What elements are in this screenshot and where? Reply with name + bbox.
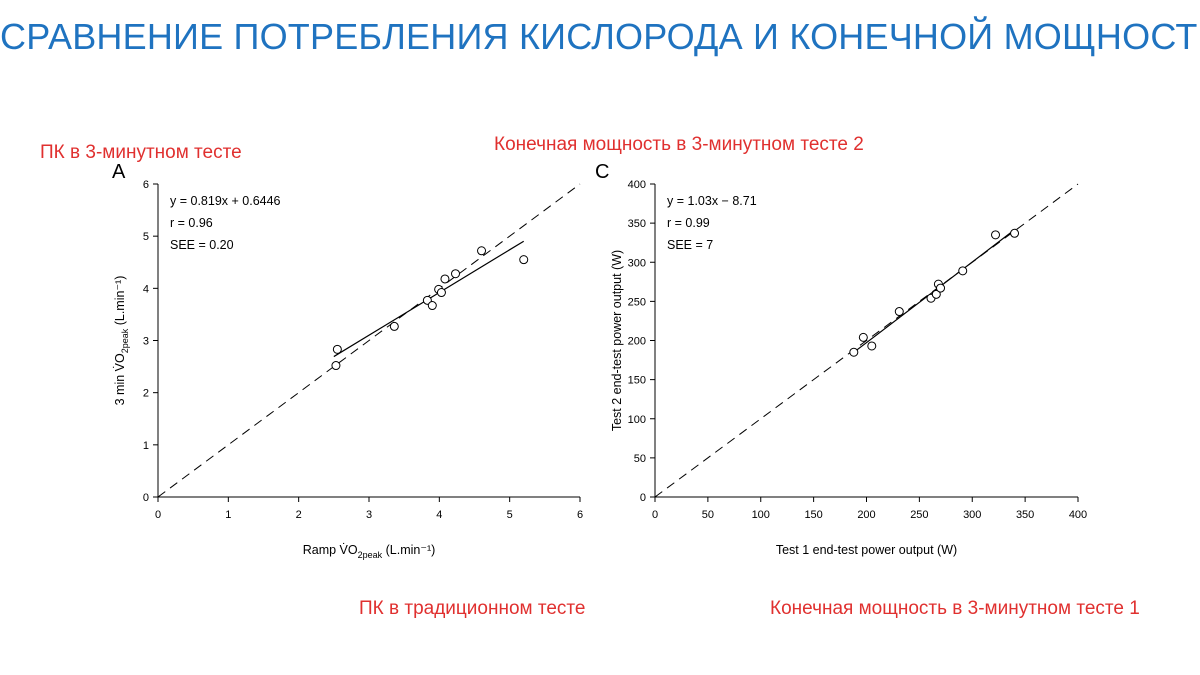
x-tick-label: 4 (436, 509, 442, 521)
data-point (931, 289, 941, 299)
panel-letter-a: A (112, 161, 126, 183)
data-point (440, 274, 450, 284)
stat-annotation: y = 0.819x + 0.6446 (170, 194, 281, 208)
y-tick-label: 3 (143, 336, 149, 348)
stat-annotation: y = 1.03x − 8.71 (667, 194, 757, 208)
y-tick-label: 350 (628, 218, 646, 230)
y-tick-label: 300 (628, 257, 646, 269)
data-point (332, 344, 342, 354)
data-point (894, 307, 904, 317)
x-tick-label: 300 (963, 509, 981, 521)
label-chart-a-x-ru: ПК в традиционном тесте (359, 598, 586, 619)
y-tick-label: 100 (628, 414, 646, 426)
data-point (427, 301, 437, 311)
data-point (858, 332, 868, 342)
x-tick-label: 5 (507, 509, 513, 521)
y-tick-label: 200 (628, 336, 646, 348)
panel-letter-c: C (595, 161, 610, 183)
data-point (389, 321, 399, 331)
x-tick-label: 0 (155, 509, 161, 521)
label-chart-c-y-ru: Конечная мощность в 3-минутном тесте 2 (494, 134, 864, 155)
x-tick-label: 6 (577, 509, 583, 521)
data-point (331, 361, 341, 371)
y-tick-label: 0 (143, 492, 149, 504)
stat-annotation: r = 0.99 (667, 216, 710, 230)
y-tick-label: 4 (143, 283, 149, 295)
data-point (991, 230, 1001, 240)
data-point (936, 283, 946, 293)
label-chart-c-x-ru: Конечная мощность в 3-минутном тесте 1 (770, 598, 1140, 619)
y-tick-label: 250 (628, 296, 646, 308)
data-point (451, 269, 461, 279)
y-tick-label: 50 (634, 453, 646, 465)
data-point (867, 341, 877, 351)
y-axis-title: 3 min V̇O2peak (L.min⁻¹) (113, 276, 130, 406)
stat-annotation: r = 0.96 (170, 216, 213, 230)
stat-annotation: SEE = 0.20 (170, 238, 234, 252)
data-point (849, 347, 859, 357)
y-tick-label: 6 (143, 179, 149, 191)
stat-annotation: SEE = 7 (667, 238, 713, 252)
identity-line (157, 183, 581, 498)
data-point (1010, 228, 1020, 238)
y-tick-label: 2 (143, 388, 149, 400)
x-tick-label: 100 (752, 509, 770, 521)
x-tick-label: 400 (1069, 509, 1087, 521)
y-tick-label: 150 (628, 375, 646, 387)
data-point (958, 266, 968, 276)
y-tick-label: 5 (143, 231, 149, 243)
x-axis-title: Ramp V̇O2peak (L.min⁻¹) (303, 543, 436, 560)
x-tick-label: 2 (296, 509, 302, 521)
y-tick-label: 400 (628, 179, 646, 191)
x-tick-label: 150 (804, 509, 822, 521)
x-tick-label: 1 (225, 509, 231, 521)
x-tick-label: 50 (702, 509, 714, 521)
data-point (477, 246, 487, 256)
data-point (436, 288, 446, 298)
x-tick-label: 350 (1016, 509, 1034, 521)
x-tick-label: 250 (910, 509, 928, 521)
x-tick-label: 3 (366, 509, 372, 521)
y-axis-title: Test 2 end-test power output (W) (610, 250, 624, 431)
x-axis-title: Test 1 end-test power output (W) (776, 543, 957, 557)
x-tick-label: 0 (652, 509, 658, 521)
y-tick-label: 0 (640, 492, 646, 504)
y-tick-label: 1 (143, 440, 149, 452)
x-tick-label: 200 (857, 509, 875, 521)
data-point (519, 255, 529, 265)
label-chart-a-y-ru: ПК в 3-минутном тесте (40, 142, 242, 163)
slide-title: СРАВНЕНИЕ ПОТРЕБЛЕНИЯ КИСЛОРОДА И КОНЕЧН… (0, 16, 1200, 57)
